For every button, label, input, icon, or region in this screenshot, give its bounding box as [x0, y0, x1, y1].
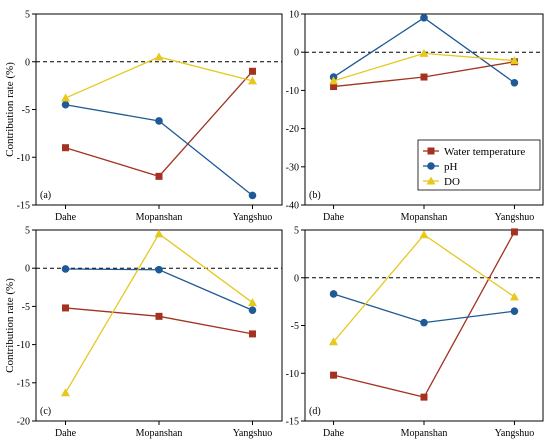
x-tick-label: Dahe: [323, 212, 345, 223]
x-tick-label: Yangshuo: [233, 428, 273, 439]
y-tick-label: -15: [17, 201, 30, 212]
data-point-do: [329, 76, 339, 85]
data-point-do: [61, 388, 71, 397]
y-tick-label: 5: [294, 226, 299, 237]
data-point-ph: [155, 265, 163, 274]
x-tick-label: Yangshuo: [495, 428, 535, 439]
plot-frame: [35, 229, 283, 422]
data-point-ph: [329, 290, 338, 298]
panel-label: (a): [40, 190, 51, 201]
data-point-do: [247, 76, 257, 85]
panel-label: (c): [40, 406, 51, 417]
x-tick-label: Dahe: [55, 212, 77, 223]
data-point-ph: [510, 78, 519, 87]
y-tick-label: -30: [286, 162, 299, 173]
data-point-ph: [155, 117, 163, 125]
data-point-ph: [420, 318, 428, 327]
data-point-do: [509, 292, 519, 301]
y-tick-label: -20: [286, 124, 299, 135]
panel-b: 10 0 -10 -20 -30 -40 Dahe Mopanshan Yangshuo (b): [286, 10, 544, 223]
legend: Water temperature pH DO: [417, 139, 541, 191]
y-tick-label: -10: [286, 86, 299, 97]
data-point-water-temperature: [420, 393, 428, 401]
legend-marker: [426, 176, 436, 185]
y-tick-label: 0: [25, 264, 30, 275]
y-tick-label: -15: [17, 378, 30, 389]
data-point-do: [247, 298, 257, 307]
y-tick-label: -5: [291, 321, 299, 332]
data-point-do: [154, 52, 164, 61]
data-point-ph: [510, 307, 519, 315]
x-tick-label: Yangshuo: [233, 212, 273, 223]
y-tick-label: -10: [17, 340, 30, 351]
series-line-water-temperature: [65, 307, 253, 335]
x-tick-label: Dahe: [55, 428, 77, 439]
data-point-do: [419, 48, 429, 57]
x-tick-label: Mopanshan: [401, 212, 448, 223]
panel-label: (b): [309, 190, 321, 201]
data-point-water-temperature: [330, 83, 338, 91]
data-point-do: [509, 56, 519, 65]
series-line-ph: [333, 293, 515, 324]
series-line-ph: [65, 268, 253, 311]
data-point-water-temperature: [155, 172, 163, 180]
data-point-water-temperature: [510, 228, 518, 236]
y-tick-label: -5: [22, 302, 30, 313]
panel-label: (d): [309, 406, 321, 417]
y-tick-label: 0: [25, 57, 30, 68]
y-tick-label: -20: [17, 417, 30, 428]
x-tick-label: Yangshuo: [495, 212, 535, 223]
data-point-water-temperature: [155, 312, 163, 320]
data-point-ph: [61, 100, 70, 109]
data-point-do: [154, 229, 164, 238]
legend-item-label: DO: [444, 176, 460, 188]
y-axis-label: Contribution rate (%): [4, 62, 16, 157]
data-point-water-temperature: [248, 330, 256, 338]
y-tick-label: 5: [25, 10, 30, 21]
panel-c: 5 0 -5 -10 -15 -20 Dahe Mopanshan Yangshuo Contri…: [4, 226, 283, 439]
data-point-do: [419, 230, 429, 239]
data-point-water-temperature: [420, 73, 428, 81]
y-tick-label: -40: [286, 201, 299, 212]
y-tick-label: -10: [17, 153, 30, 164]
series-line-do: [65, 56, 253, 99]
y-tick-label: 0: [294, 273, 299, 284]
data-point-ph: [420, 14, 428, 22]
data-point-water-temperature: [248, 67, 256, 75]
data-point-ph: [248, 191, 257, 200]
y-axis-label: Contribution rate (%): [4, 278, 16, 373]
y-tick-label: 5: [25, 226, 30, 237]
data-point-water-temperature: [62, 144, 70, 152]
data-point-water-temperature: [330, 371, 338, 379]
y-tick-label: 10: [289, 10, 299, 21]
data-point-ph: [248, 306, 257, 315]
y-tick-label: -10: [286, 369, 299, 380]
data-point-do: [329, 337, 339, 346]
y-tick-label: -15: [286, 417, 299, 428]
legend-item-label: Water temperature: [444, 146, 525, 158]
x-tick-label: Dahe: [323, 428, 345, 439]
legend-marker: [427, 162, 435, 170]
legend-item-label: pH: [444, 161, 458, 173]
y-tick-label: -5: [22, 105, 30, 116]
legend-box: [417, 139, 541, 191]
data-point-do: [61, 93, 71, 102]
x-tick-label: Mopanshan: [136, 212, 183, 223]
legend-marker: [427, 147, 435, 155]
x-tick-label: Mopanshan: [136, 428, 183, 439]
x-tick-label: Mopanshan: [401, 428, 448, 439]
panel-d: 5 0 -5 -10 -15 Dahe Mopanshan Yangshuo (d): [286, 226, 544, 439]
y-tick-label: 0: [294, 48, 299, 59]
panel-a: 5 0 -5 -10 -15 Dahe Mopanshan Yangshuo Contribut…: [4, 10, 283, 223]
data-point-ph: [61, 265, 70, 273]
data-point-water-temperature: [62, 304, 70, 312]
